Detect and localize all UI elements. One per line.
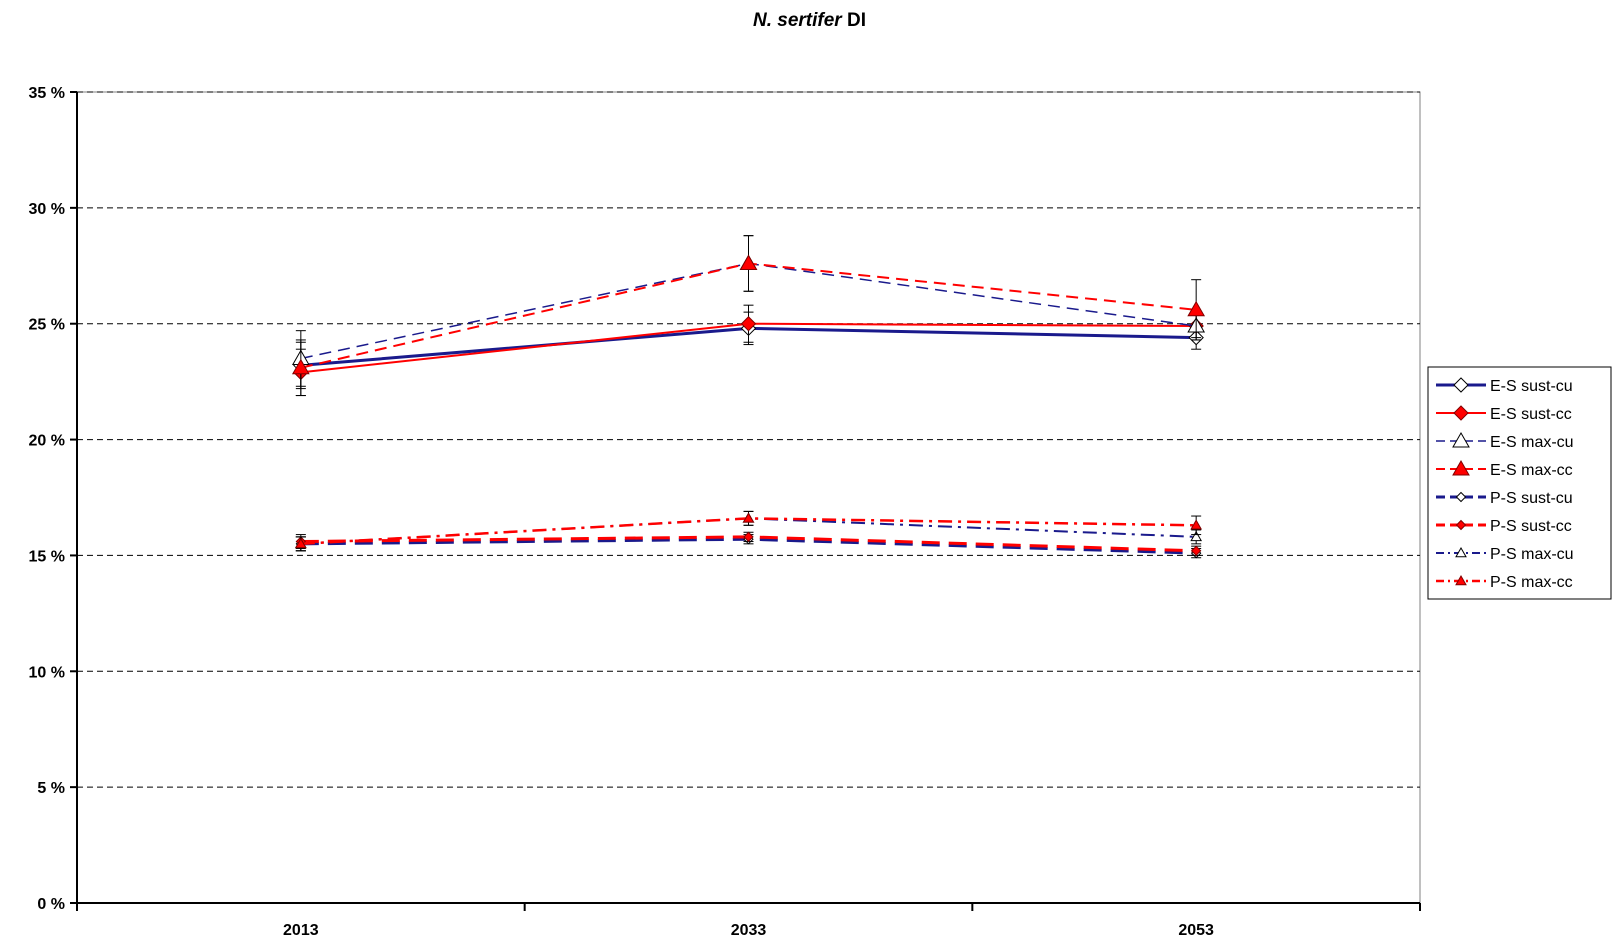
legend-entry: P-S sust-cc [1436, 518, 1572, 535]
legend-marker [1452, 459, 1470, 476]
legend-entry: E-S sust-cc [1436, 405, 1572, 423]
legend-entry: P-S sust-cu [1436, 490, 1573, 507]
data-point [1187, 300, 1206, 317]
data-point [291, 358, 310, 375]
legend-label: E-S sust-cc [1490, 406, 1572, 423]
y-tick-label: 20 % [29, 433, 65, 450]
data-point [1190, 530, 1203, 542]
series-e-s-max-cc [291, 235, 1206, 397]
legend-label: P-S max-cu [1490, 546, 1574, 563]
x-tick-label: 2053 [1178, 922, 1214, 939]
legend-entry: E-S max-cu [1436, 431, 1574, 451]
legend-marker [1455, 491, 1467, 503]
series-e-s-sust-cc [293, 304, 1204, 397]
chart-title: N. sertifer DI [0, 10, 1619, 32]
data-point [1190, 545, 1202, 557]
data-point [743, 531, 754, 543]
data-point [1190, 519, 1203, 530]
data-point [740, 316, 757, 332]
y-tick-label: 15 % [29, 548, 65, 565]
legend-entry: P-S max-cc [1436, 574, 1573, 591]
grid-layer [76, 91, 1421, 904]
y-tick-label: 10 % [29, 664, 65, 681]
legend-label: P-S sust-cc [1490, 518, 1572, 535]
legend-label: E-S max-cc [1490, 462, 1573, 479]
x-tick-label: 2033 [731, 922, 767, 939]
legend-box [1427, 366, 1612, 600]
x-tick-label: 2013 [283, 922, 319, 939]
axis-layer: 0 % 5 % 10 % 15 % 20 % 25 % 30 % 35 % 2013 2033 20… [29, 85, 1421, 939]
legend-entry: P-S max-cu [1436, 546, 1574, 563]
legend-label: P-S max-cc [1490, 574, 1573, 591]
legend-entry: E-S max-cc [1436, 459, 1573, 479]
chart-title-species: N. sertifer [753, 10, 842, 31]
legend-label: E-S sust-cu [1490, 378, 1573, 395]
series-layer [291, 235, 1206, 559]
legend-label: P-S sust-cu [1490, 490, 1573, 507]
legend-marker [1453, 377, 1469, 393]
y-tick-label: 35 % [29, 85, 65, 102]
y-tick-label: 25 % [29, 317, 65, 334]
data-point [294, 537, 307, 549]
y-tick-label: 30 % [29, 201, 65, 218]
legend-marker [1455, 574, 1467, 586]
series-p-s-max-cc [294, 510, 1203, 552]
y-tick-label: 5 % [37, 780, 65, 797]
legend-entry: E-S sust-cu [1436, 377, 1573, 395]
data-point [739, 254, 758, 270]
legend-marker [1455, 519, 1467, 531]
legend-marker [1452, 431, 1470, 448]
data-point [742, 512, 755, 523]
chart-title-suffix: DI [846, 10, 866, 31]
legend: E-S sust-cu E-S sust-cc E-S max-cu E-S max-… [1427, 366, 1612, 600]
y-tick-label: 0 % [37, 896, 65, 913]
legend-marker [1453, 405, 1469, 421]
legend-marker [1455, 546, 1467, 558]
legend-label: E-S max-cu [1490, 434, 1574, 451]
plot-area-frame [76, 91, 1421, 904]
